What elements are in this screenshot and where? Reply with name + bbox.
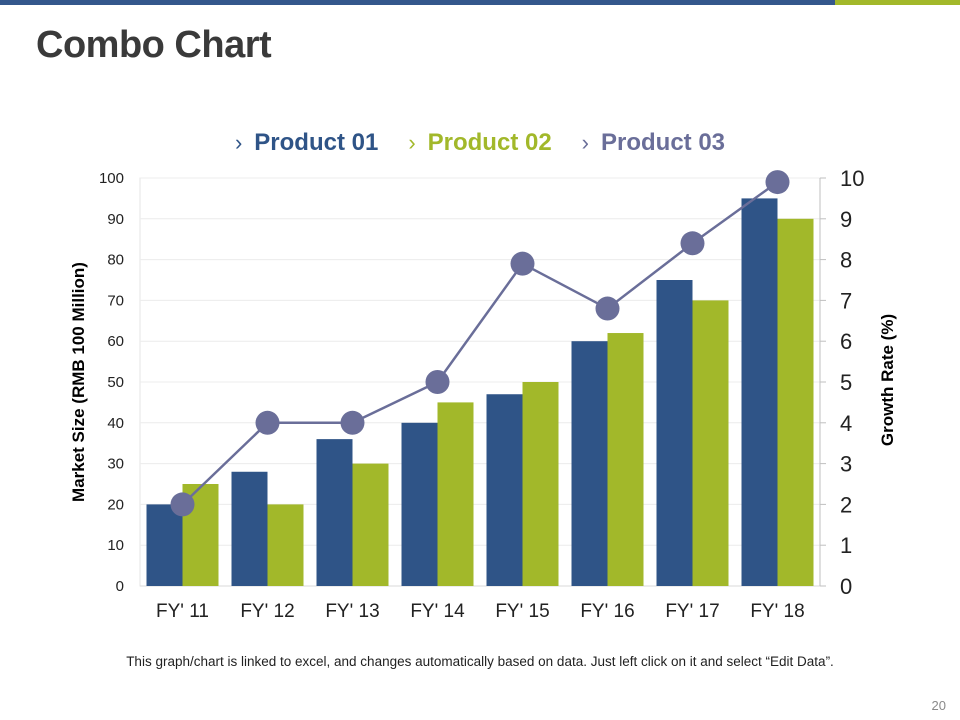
page-number: 20 [931, 698, 946, 713]
y2-tick-label: 5 [840, 370, 852, 395]
point-product03 [340, 410, 365, 435]
combo-chart[interactable]: 0 10 20 30 40 50 60 70 80 90 100 0 1 2 3 4 5 6 7 8 9 10 Market… [0, 160, 960, 630]
point-product03 [680, 231, 705, 256]
y2-tick-label: 7 [840, 288, 852, 313]
y2-tick-label: 6 [840, 329, 852, 354]
bar-product01 [231, 471, 268, 586]
bar-product02 [437, 402, 474, 586]
legend-label-product03: Product 03 [601, 129, 726, 156]
y-tick-label: 20 [107, 496, 124, 513]
y2-tick-label: 2 [840, 492, 852, 517]
legend-item-product01: › Product 01 [235, 129, 378, 157]
bar-product01 [741, 198, 778, 586]
y-tick-label: 100 [99, 170, 124, 187]
top-bar [0, 0, 835, 5]
y-tick-label: 10 [107, 537, 124, 554]
point-product03 [765, 170, 790, 195]
bar-product01 [401, 422, 438, 586]
bar-product01 [656, 280, 693, 586]
legend-item-product03: › Product 03 [582, 129, 725, 157]
y-tick-label: 90 [107, 211, 124, 228]
y2-tick-label: 0 [840, 574, 852, 599]
chevron-right-icon: › [581, 130, 589, 155]
point-product03 [425, 370, 450, 394]
bar-product02 [352, 463, 389, 586]
bar-product02 [777, 218, 814, 587]
bar-product02 [267, 504, 304, 586]
top-bar-accent [835, 0, 960, 5]
bar-product01 [486, 394, 523, 586]
bar-product01 [571, 341, 608, 586]
y2-tick-label: 9 [840, 207, 852, 232]
bar-product02 [522, 382, 559, 586]
y2-tick-label: 10 [840, 166, 864, 191]
y-tick-label: 50 [107, 374, 124, 391]
chevron-right-icon: › [408, 130, 416, 155]
legend-item-product02: › Product 02 [408, 129, 551, 157]
x-tick-label: FY' 17 [665, 601, 719, 622]
y2-axis-title: Growth Rate (%) [878, 314, 897, 446]
page-title: Combo Chart [36, 24, 272, 66]
legend-label-product02: Product 02 [427, 129, 552, 156]
point-product03 [255, 410, 280, 435]
chevron-right-icon: › [234, 130, 243, 155]
y2-tick-label: 4 [840, 411, 852, 436]
line-product03 [181, 181, 779, 506]
x-tick-label: FY' 12 [240, 601, 294, 622]
point-product03 [510, 251, 535, 276]
legend-label-product01: Product 01 [254, 129, 379, 156]
x-tick-label: FY' 14 [410, 601, 465, 622]
y-tick-label: 60 [107, 333, 124, 350]
y-tick-label: 80 [107, 252, 124, 269]
y-tick-label: 0 [116, 578, 124, 595]
bar-product01 [146, 504, 183, 586]
x-tick-label: FY' 13 [325, 601, 379, 622]
y2-tick-label: 8 [840, 248, 852, 273]
y-tick-label: 30 [107, 456, 124, 473]
x-tick-label: FY' 16 [580, 601, 634, 622]
bar-product02 [692, 300, 729, 586]
x-tick-label: FY' 11 [156, 601, 209, 622]
y-axis-title: Market Size (RMB 100 Million) [69, 262, 88, 502]
chart-legend: › Product 01 › Product 02 › Product 03 [0, 126, 960, 160]
y2-tick-label: 3 [840, 452, 852, 477]
y-tick-label: 40 [107, 415, 124, 432]
x-tick-label: FY' 18 [750, 601, 804, 622]
y2-tick-label: 1 [840, 533, 852, 558]
y-tick-label: 70 [107, 292, 124, 309]
bar-product02 [607, 333, 644, 586]
point-product03 [595, 296, 620, 321]
bar-product01 [316, 439, 353, 586]
point-product03 [170, 492, 195, 517]
x-tick-label: FY' 15 [495, 601, 549, 622]
footer-note: This graph/chart is linked to excel, and… [126, 654, 834, 669]
